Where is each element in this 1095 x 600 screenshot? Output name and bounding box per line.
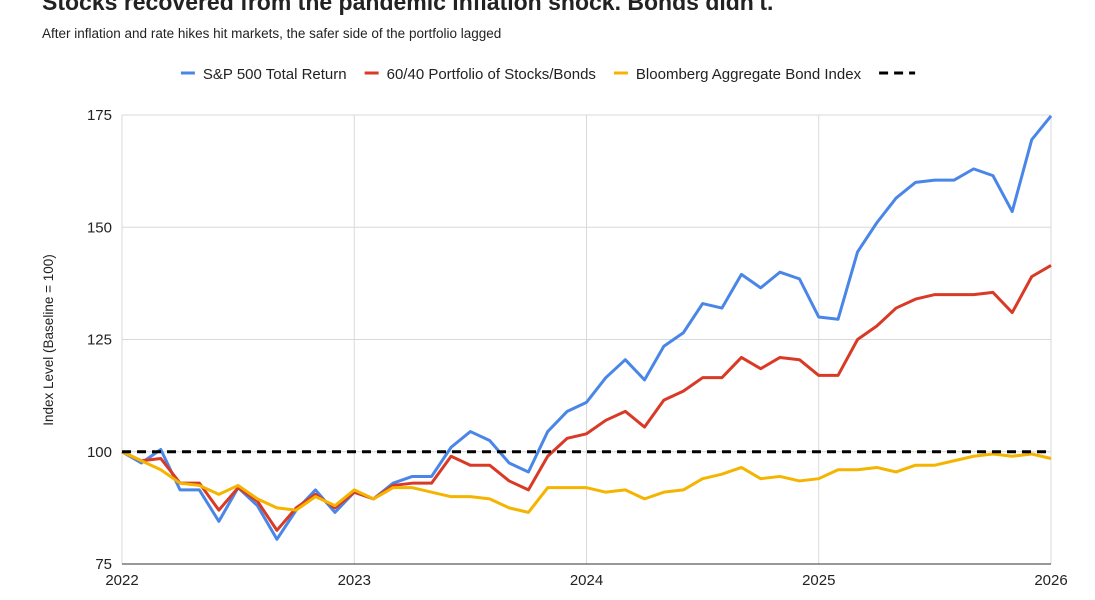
y-tick-label: 150 xyxy=(87,219,112,236)
series-line xyxy=(121,450,1052,514)
series-line xyxy=(121,114,1053,541)
chart-subtitle: After inflation and rate hikes hit marke… xyxy=(42,26,501,41)
x-tick-label: 2025 xyxy=(802,572,835,589)
x-tick-label: 2024 xyxy=(570,572,603,589)
y-tick-label: 125 xyxy=(87,332,112,349)
series-line xyxy=(121,264,1052,532)
y-tick-label: 175 xyxy=(87,107,112,124)
legend-label: S&P 500 Total Return xyxy=(203,66,347,83)
legend-label: 60/40 Portfolio of Stocks/Bonds xyxy=(387,66,596,83)
y-tick-label: 75 xyxy=(95,556,112,573)
x-tick-label: 2023 xyxy=(338,572,371,589)
legend-label: Bloomberg Aggregate Bond Index xyxy=(636,66,862,83)
y-tick-label: 100 xyxy=(87,444,112,461)
y-axis-label: Index Level (Baseline = 100) xyxy=(41,254,56,426)
chart-title: Stocks recovered from the pandemic infla… xyxy=(42,0,773,15)
x-tick-label: 2022 xyxy=(105,572,138,589)
x-tick-label: 2026 xyxy=(1034,572,1067,589)
